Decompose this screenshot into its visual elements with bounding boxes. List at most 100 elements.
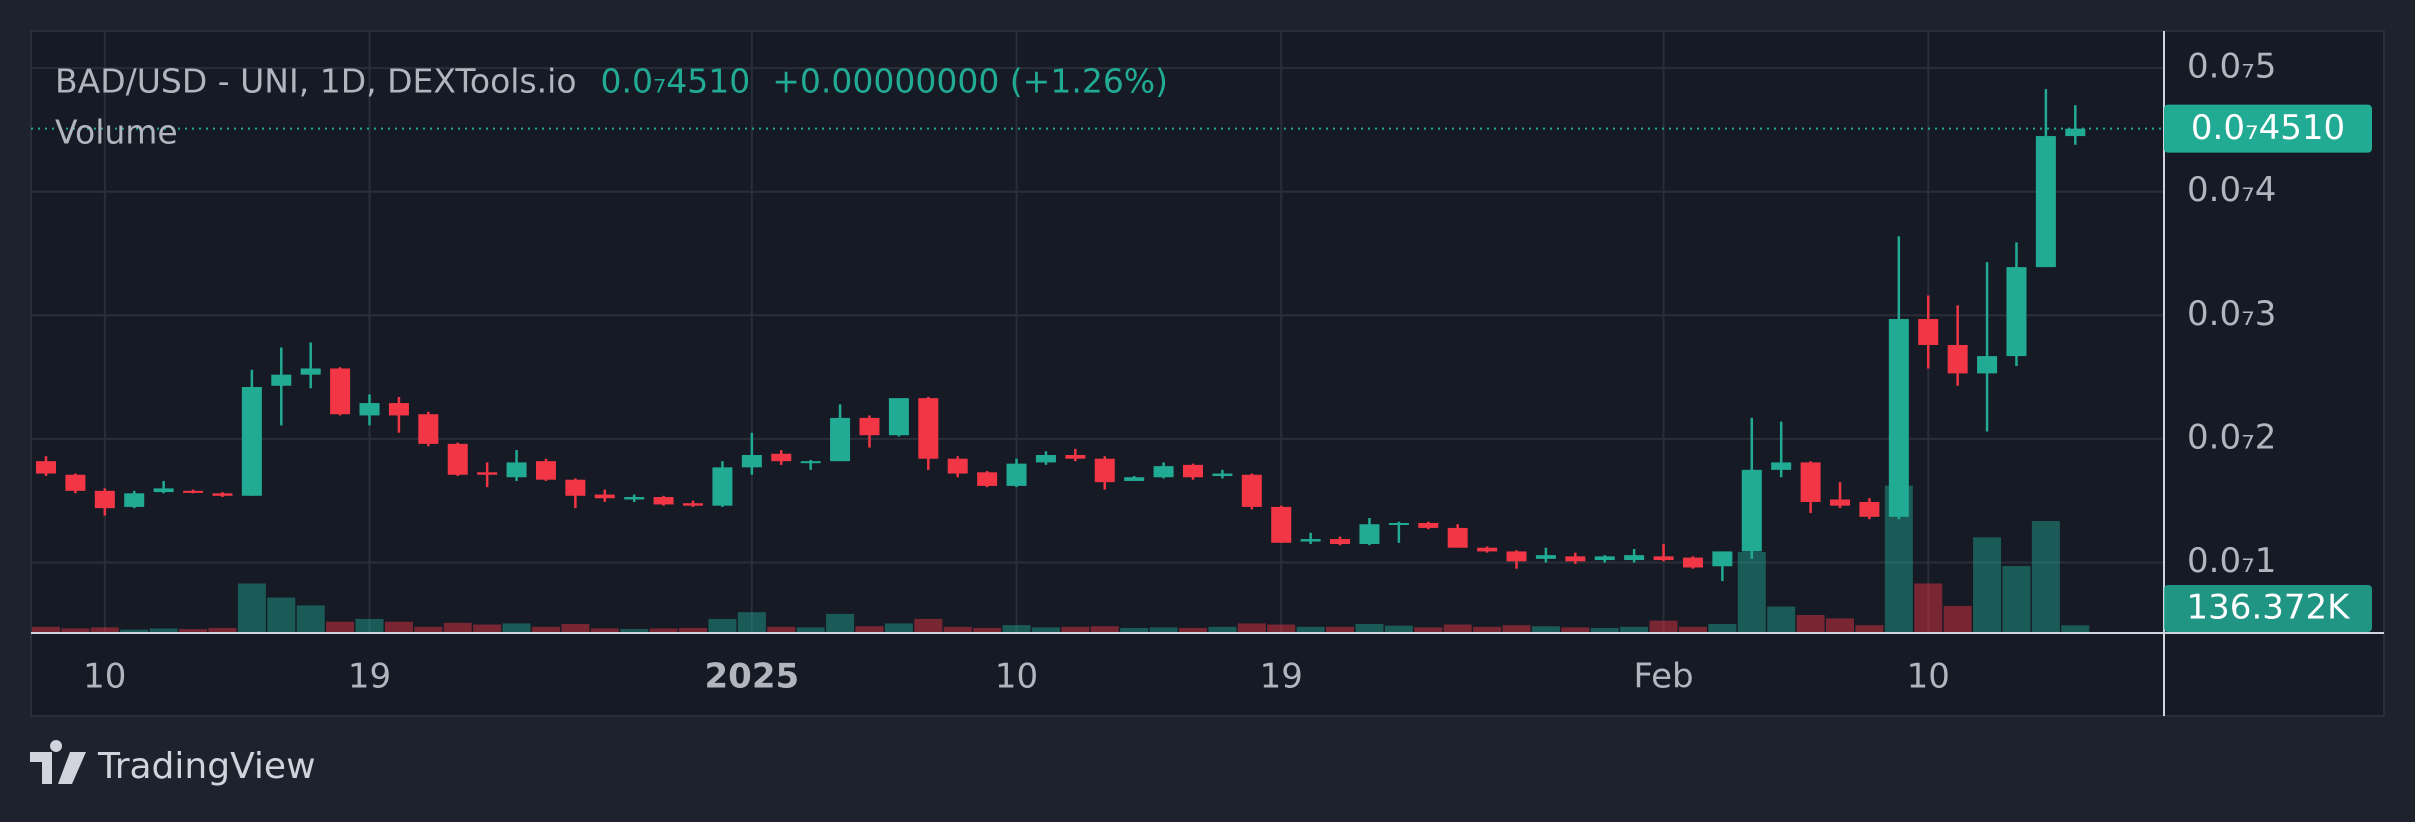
candle-body	[947, 458, 968, 474]
candle-body	[535, 461, 556, 480]
volume-bar	[1855, 625, 1884, 633]
candle-body	[1535, 555, 1556, 559]
volume-bar	[561, 623, 590, 633]
plot-area	[30, 30, 2385, 717]
volume-bar	[1708, 623, 1737, 633]
volume-bar	[1649, 620, 1678, 633]
volume-bar	[355, 618, 384, 633]
volume-bar	[737, 612, 766, 633]
volume-tag	[2164, 585, 2372, 632]
y-tick-label: 0.0₇3	[2187, 294, 2276, 334]
candle-body	[1212, 473, 1233, 477]
candle-body	[36, 461, 56, 474]
logo-icon	[30, 740, 86, 784]
volume-bar	[32, 626, 60, 633]
candle-body	[1800, 462, 1821, 502]
candle-body	[1182, 464, 1203, 478]
volume-bar	[1326, 626, 1355, 633]
volume-bar	[2061, 625, 2090, 633]
candle-body	[888, 398, 909, 436]
candle-body	[2006, 267, 2027, 357]
volume-bar	[443, 622, 472, 633]
volume-bar	[1943, 605, 1972, 633]
volume-bar	[1414, 627, 1443, 633]
candle-body	[300, 368, 321, 375]
y-tick-label: 0.0₇1	[2187, 541, 2276, 581]
last-price-label: 0.0₇4510	[2191, 108, 2345, 148]
candle-body	[1712, 551, 1733, 567]
candle-body	[1035, 454, 1056, 463]
candle-body	[565, 479, 586, 496]
y-tick-label: 0.0₇5	[2187, 47, 2276, 87]
volume-bar	[237, 583, 266, 633]
candles	[36, 89, 2086, 582]
volume-bar	[179, 629, 208, 633]
candle-body	[1477, 547, 1498, 552]
candle-body	[1124, 477, 1145, 481]
volume-bar	[1502, 625, 1531, 633]
candle-body	[153, 488, 174, 493]
volume-label: 136.372K	[2187, 588, 2352, 628]
volume-bar	[649, 628, 678, 633]
last-price-tag	[2164, 104, 2372, 153]
y-tick-label: 0.0₇4	[2187, 170, 2276, 210]
candle-body	[1682, 557, 1703, 568]
x-tick-label: 10	[83, 657, 126, 697]
volume-bar	[1678, 626, 1707, 633]
volume-bar	[149, 628, 178, 633]
volume-bar	[1237, 623, 1266, 633]
candle-body	[271, 374, 292, 386]
candle-body	[712, 467, 733, 506]
volume-bar	[1620, 626, 1649, 633]
volume-bar	[1531, 626, 1560, 633]
candle-body	[1594, 556, 1615, 561]
volume-bar	[1796, 614, 1825, 633]
volume-bar	[1973, 537, 2002, 633]
candle-body	[1330, 539, 1351, 544]
brand: TradingView	[97, 746, 316, 787]
volume-bar	[973, 627, 1002, 633]
volume-bar	[296, 605, 325, 633]
candle-body	[1947, 344, 1968, 374]
candle-body	[1388, 522, 1409, 525]
candle-body	[830, 417, 851, 462]
volume-bar	[502, 623, 531, 633]
y-tick-label: 0.0₇2	[2187, 417, 2276, 457]
volume-bar	[1914, 583, 1943, 633]
candle-body	[1300, 539, 1321, 542]
volume-bar	[1178, 627, 1207, 633]
volume-bar	[826, 613, 855, 633]
volume-bar	[1767, 606, 1796, 633]
candle-body	[388, 403, 409, 416]
candle-body	[1359, 524, 1380, 544]
candle-body	[1241, 474, 1262, 507]
volume-bar	[1149, 627, 1178, 633]
volume-bar	[531, 626, 560, 633]
candle-body	[359, 403, 380, 416]
volume-bar	[90, 627, 119, 633]
volume-bar	[914, 618, 943, 633]
volume-bar	[1090, 626, 1119, 633]
volume-bar	[267, 597, 296, 633]
volume-bar	[61, 628, 90, 633]
candle-body	[1859, 501, 1880, 517]
candle-body	[624, 497, 645, 500]
volume-bar	[1443, 624, 1472, 633]
chart-title: BAD/USD - UNI, 1D, DEXTools.io	[55, 62, 577, 101]
candle-body	[506, 462, 527, 478]
candle-body	[741, 454, 762, 468]
candle-body	[653, 497, 674, 505]
candle-body	[1624, 555, 1645, 561]
candle-body	[1653, 556, 1674, 561]
header-price: 0.0₇4510	[601, 62, 751, 101]
candle-body	[977, 472, 998, 486]
candle-body	[1006, 463, 1027, 486]
candle-body	[1565, 556, 1586, 562]
volume-bar	[1384, 625, 1413, 633]
x-tick-label: Feb	[1633, 657, 1693, 697]
x-tick-label: 19	[1260, 657, 1303, 697]
volume-bar	[767, 626, 796, 633]
candle-body	[918, 398, 939, 459]
volume-legend: Volume	[55, 113, 178, 152]
